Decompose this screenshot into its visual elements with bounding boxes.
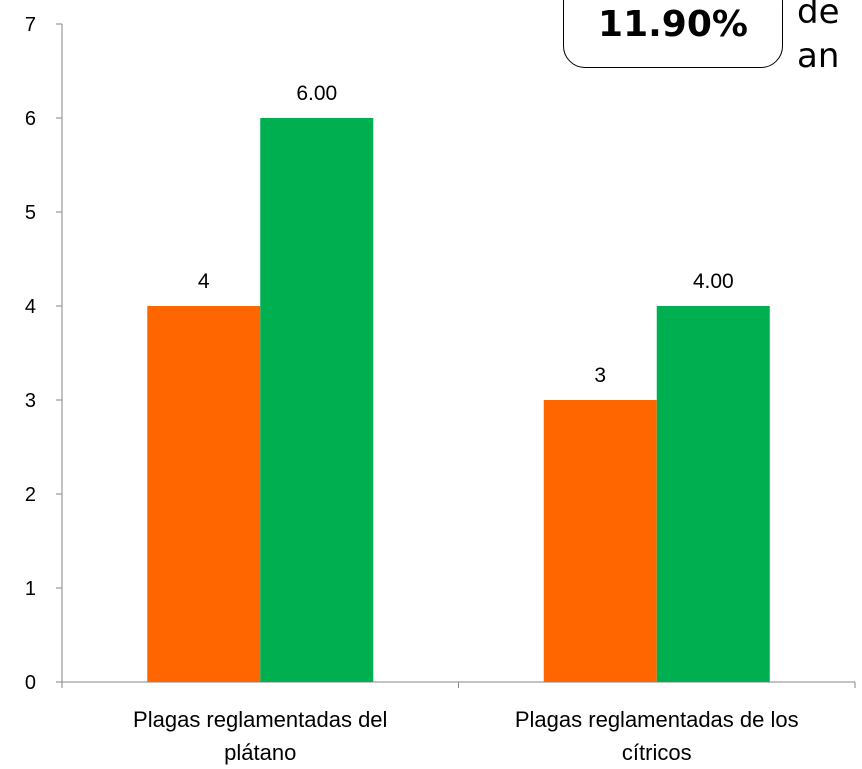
data-label: 6.00: [296, 82, 337, 105]
bar: [147, 306, 261, 682]
callout-side-text: de an: [797, 0, 862, 78]
bar: [656, 306, 770, 682]
labels: 4 6.00 Plagas reglamentadas del plátano 3 4.0…: [133, 82, 799, 765]
callout-side-line-2: an: [797, 36, 840, 76]
y-tick-label: 6: [25, 108, 36, 130]
bar: [260, 118, 374, 682]
y-tick-label: 5: [25, 202, 36, 224]
data-label: 4.00: [693, 270, 734, 293]
y-tick-label: 1: [25, 578, 36, 600]
x-category-label: Plagas reglamentadas del: [133, 707, 387, 732]
y-tick-label: 7: [25, 14, 36, 36]
x-category-label: plátano: [224, 740, 296, 765]
y-tick-label: 4: [25, 296, 36, 318]
bar: [543, 400, 657, 682]
callout-box: 11.90%: [563, 0, 783, 68]
x-category-label: Plagas reglamentadas de los: [515, 707, 799, 732]
callout-value: 11.90%: [598, 3, 748, 45]
callout-side-line-1: de: [797, 0, 840, 32]
data-label: 4: [198, 270, 210, 293]
data-label: 3: [594, 364, 606, 387]
y-tick-label: 2: [25, 484, 36, 506]
y-tick-label: 0: [25, 672, 36, 694]
x-category-label: cítricos: [622, 740, 692, 765]
y-tick-label: 3: [25, 390, 36, 412]
bars: [147, 118, 770, 682]
